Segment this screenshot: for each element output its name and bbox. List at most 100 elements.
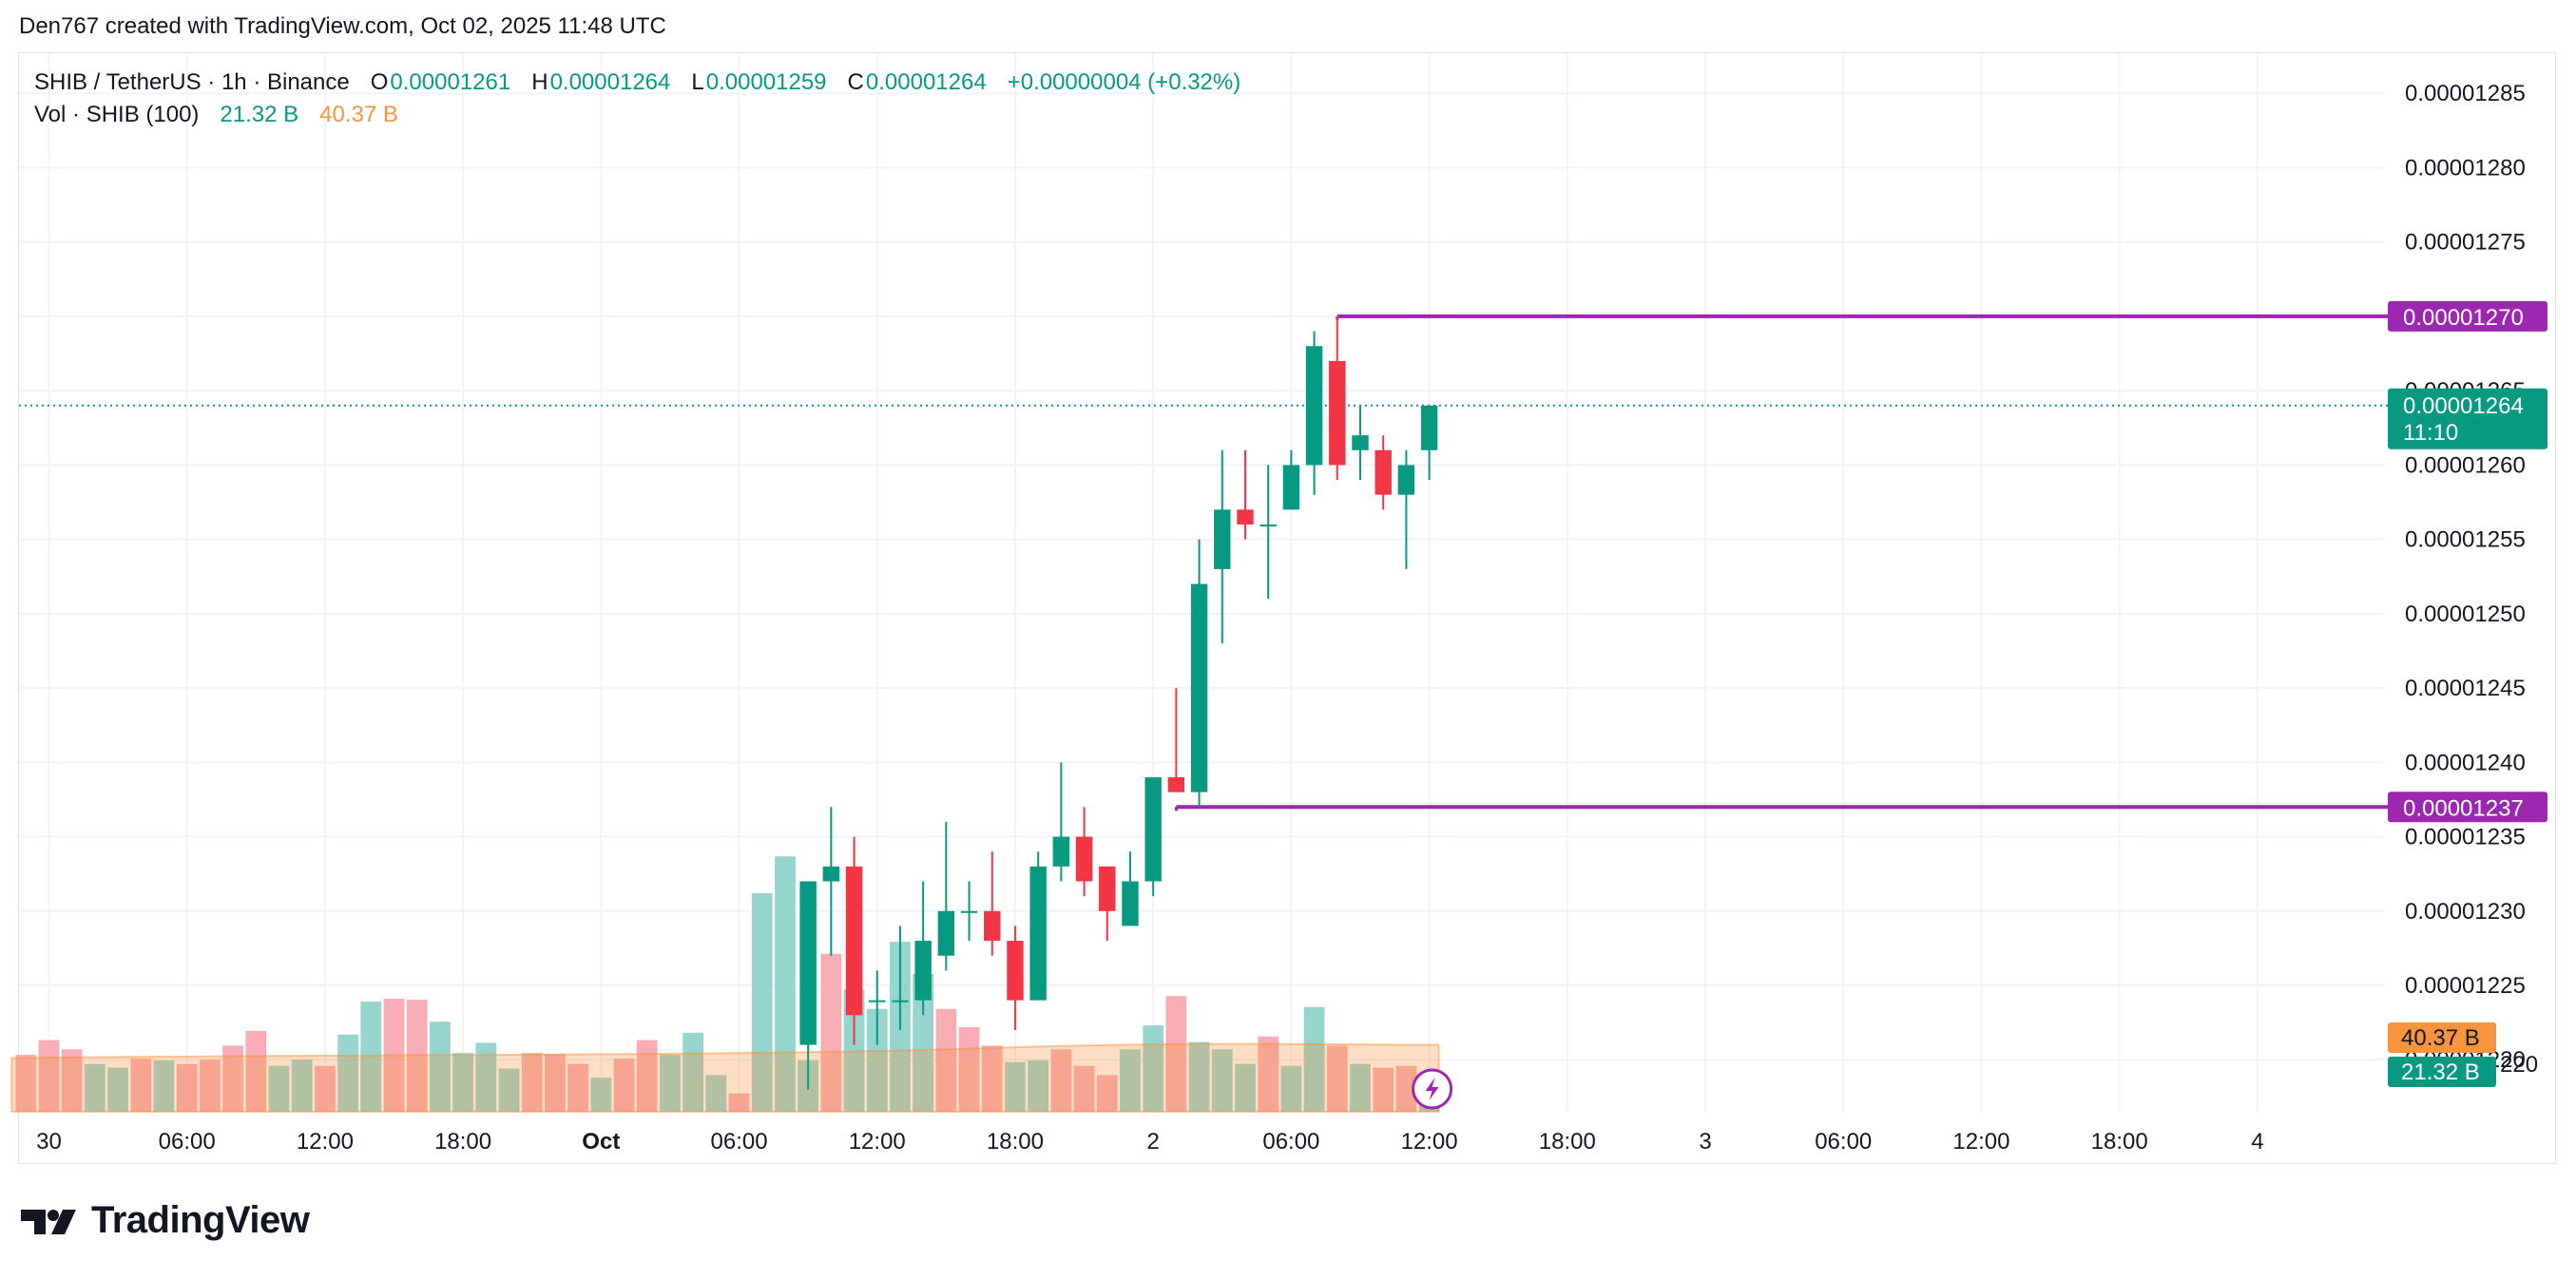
candle — [822, 807, 840, 956]
volume-bar — [567, 1063, 589, 1112]
candle-body — [1007, 941, 1024, 1001]
candle-body — [1237, 509, 1254, 525]
volume-bar — [1120, 1049, 1141, 1112]
level-price-badge-label: 0.00001237 — [2403, 795, 2524, 821]
candle — [1375, 435, 1392, 510]
volume-ma-value: 40.37 B — [319, 102, 398, 127]
low-label: L — [691, 69, 704, 95]
chart-frame — [18, 52, 2556, 1164]
volume-bar — [153, 1059, 175, 1112]
volume-bar — [176, 1063, 198, 1112]
x-axis-tick-label: 4 — [2251, 1129, 2263, 1155]
volume-label[interactable]: Vol · SHIB (100) — [34, 102, 200, 127]
grid-lines — [19, 53, 2384, 1112]
candle — [1029, 851, 1047, 1001]
y-axis-tick-label-partial: 220 — [2500, 1052, 2538, 1078]
candle — [1007, 926, 1024, 1030]
volume-bar — [1235, 1063, 1256, 1112]
volume-bar — [1188, 1041, 1210, 1112]
volume-bar — [590, 1078, 612, 1112]
x-axis-tick-label: 12:00 — [297, 1129, 354, 1155]
candle-body — [869, 1000, 886, 1002]
candle — [1329, 315, 1346, 481]
last-price-badge-label: 0.00001264 — [2403, 393, 2524, 419]
volume-bar — [775, 856, 796, 1112]
close-label: C — [847, 69, 864, 95]
candle-body — [1190, 583, 1208, 792]
volume-ma-area — [10, 1042, 1440, 1113]
symbol-label[interactable]: SHIB / TetherUS · 1h · Binance — [34, 69, 350, 95]
candle — [845, 836, 863, 1045]
volume-bar — [475, 1042, 497, 1112]
candle — [1237, 449, 1254, 540]
volume-bar — [130, 1058, 152, 1112]
y-axis-tick-label: 0.00001250 — [2405, 601, 2526, 627]
candle — [984, 851, 1001, 956]
x-axis-tick-label: 06:00 — [1262, 1129, 1319, 1155]
candle-body — [960, 910, 978, 913]
x-axis-tick-label: 12:00 — [1952, 1129, 2009, 1155]
open-label: O — [370, 69, 389, 95]
x-axis-tick-label: 18:00 — [987, 1129, 1044, 1155]
volume-ma-badge — [2388, 1022, 2496, 1053]
high-label: H — [531, 69, 548, 95]
candle-body — [914, 941, 932, 1001]
volume-bar — [1350, 1063, 1371, 1112]
candle-body — [892, 1000, 909, 1002]
x-axis-tick-label: Oct — [582, 1129, 620, 1155]
candle — [1305, 331, 1323, 495]
y-axis-tick-label: 0.00001240 — [2405, 750, 2526, 775]
volume-bar — [545, 1054, 566, 1112]
candle — [1052, 762, 1070, 882]
candle-body — [1282, 465, 1300, 510]
candle-body — [937, 910, 955, 956]
candle-body — [1167, 776, 1185, 792]
x-axis-tick-label: 30 — [36, 1129, 62, 1155]
y-axis-tick-label: 0.00001275 — [2405, 230, 2526, 256]
candle-body — [1099, 866, 1116, 911]
candle — [1099, 866, 1116, 942]
candle — [1167, 688, 1185, 792]
volume-bar — [430, 1021, 451, 1112]
candle-body — [1029, 866, 1047, 1001]
candle-body — [1214, 509, 1231, 569]
candle — [1397, 449, 1415, 569]
volume-bar — [268, 1065, 290, 1112]
level-price-badge — [2388, 792, 2547, 823]
candle-body — [1397, 465, 1415, 495]
tradingview-logo-icon — [21, 1209, 76, 1234]
y-axis-tick-label: 0.00001255 — [2405, 527, 2526, 553]
candle-body — [1329, 360, 1346, 466]
candle-body — [1259, 524, 1277, 526]
volume-bar — [1373, 1067, 1394, 1112]
volume-badge-label: 21.32 B — [2401, 1059, 2480, 1085]
event-lightning-icon[interactable] — [1412, 1068, 1453, 1110]
close-value: 0.00001264 — [865, 69, 987, 95]
volume-bar — [981, 1045, 1003, 1112]
volume-bar — [613, 1058, 635, 1112]
volume-bar — [521, 1053, 543, 1112]
y-axis-tick-label: 0.00001225 — [2405, 973, 2526, 999]
candle-body — [1420, 405, 1438, 450]
volume-bar — [705, 1075, 727, 1112]
volume-bar — [913, 974, 934, 1112]
candle-body — [799, 881, 817, 1045]
volume-bar — [1165, 996, 1187, 1112]
volume-bar — [1050, 1049, 1072, 1112]
volume-bar — [728, 1093, 750, 1112]
tradingview-logo[interactable]: TradingView — [21, 1199, 310, 1242]
lightning-glyph — [1425, 1078, 1439, 1100]
change-value: +0.00000004 (+0.32%) — [1007, 69, 1241, 95]
x-axis-tick-label: 06:00 — [1815, 1129, 1872, 1155]
x-axis-tick-label: 18:00 — [2091, 1129, 2148, 1155]
volume-legend-row: Vol · SHIB (100) 21.32 B 40.37 B — [34, 99, 1242, 131]
volume-bar — [1143, 1025, 1164, 1112]
candle — [914, 881, 932, 1016]
candle-body — [1122, 881, 1139, 926]
candle — [892, 926, 909, 1030]
x-axis-tick-label: 12:00 — [1401, 1129, 1458, 1155]
low-value: 0.00001259 — [705, 69, 827, 95]
volume-bar — [935, 1008, 957, 1112]
x-axis-tick-label: 18:00 — [434, 1129, 491, 1155]
